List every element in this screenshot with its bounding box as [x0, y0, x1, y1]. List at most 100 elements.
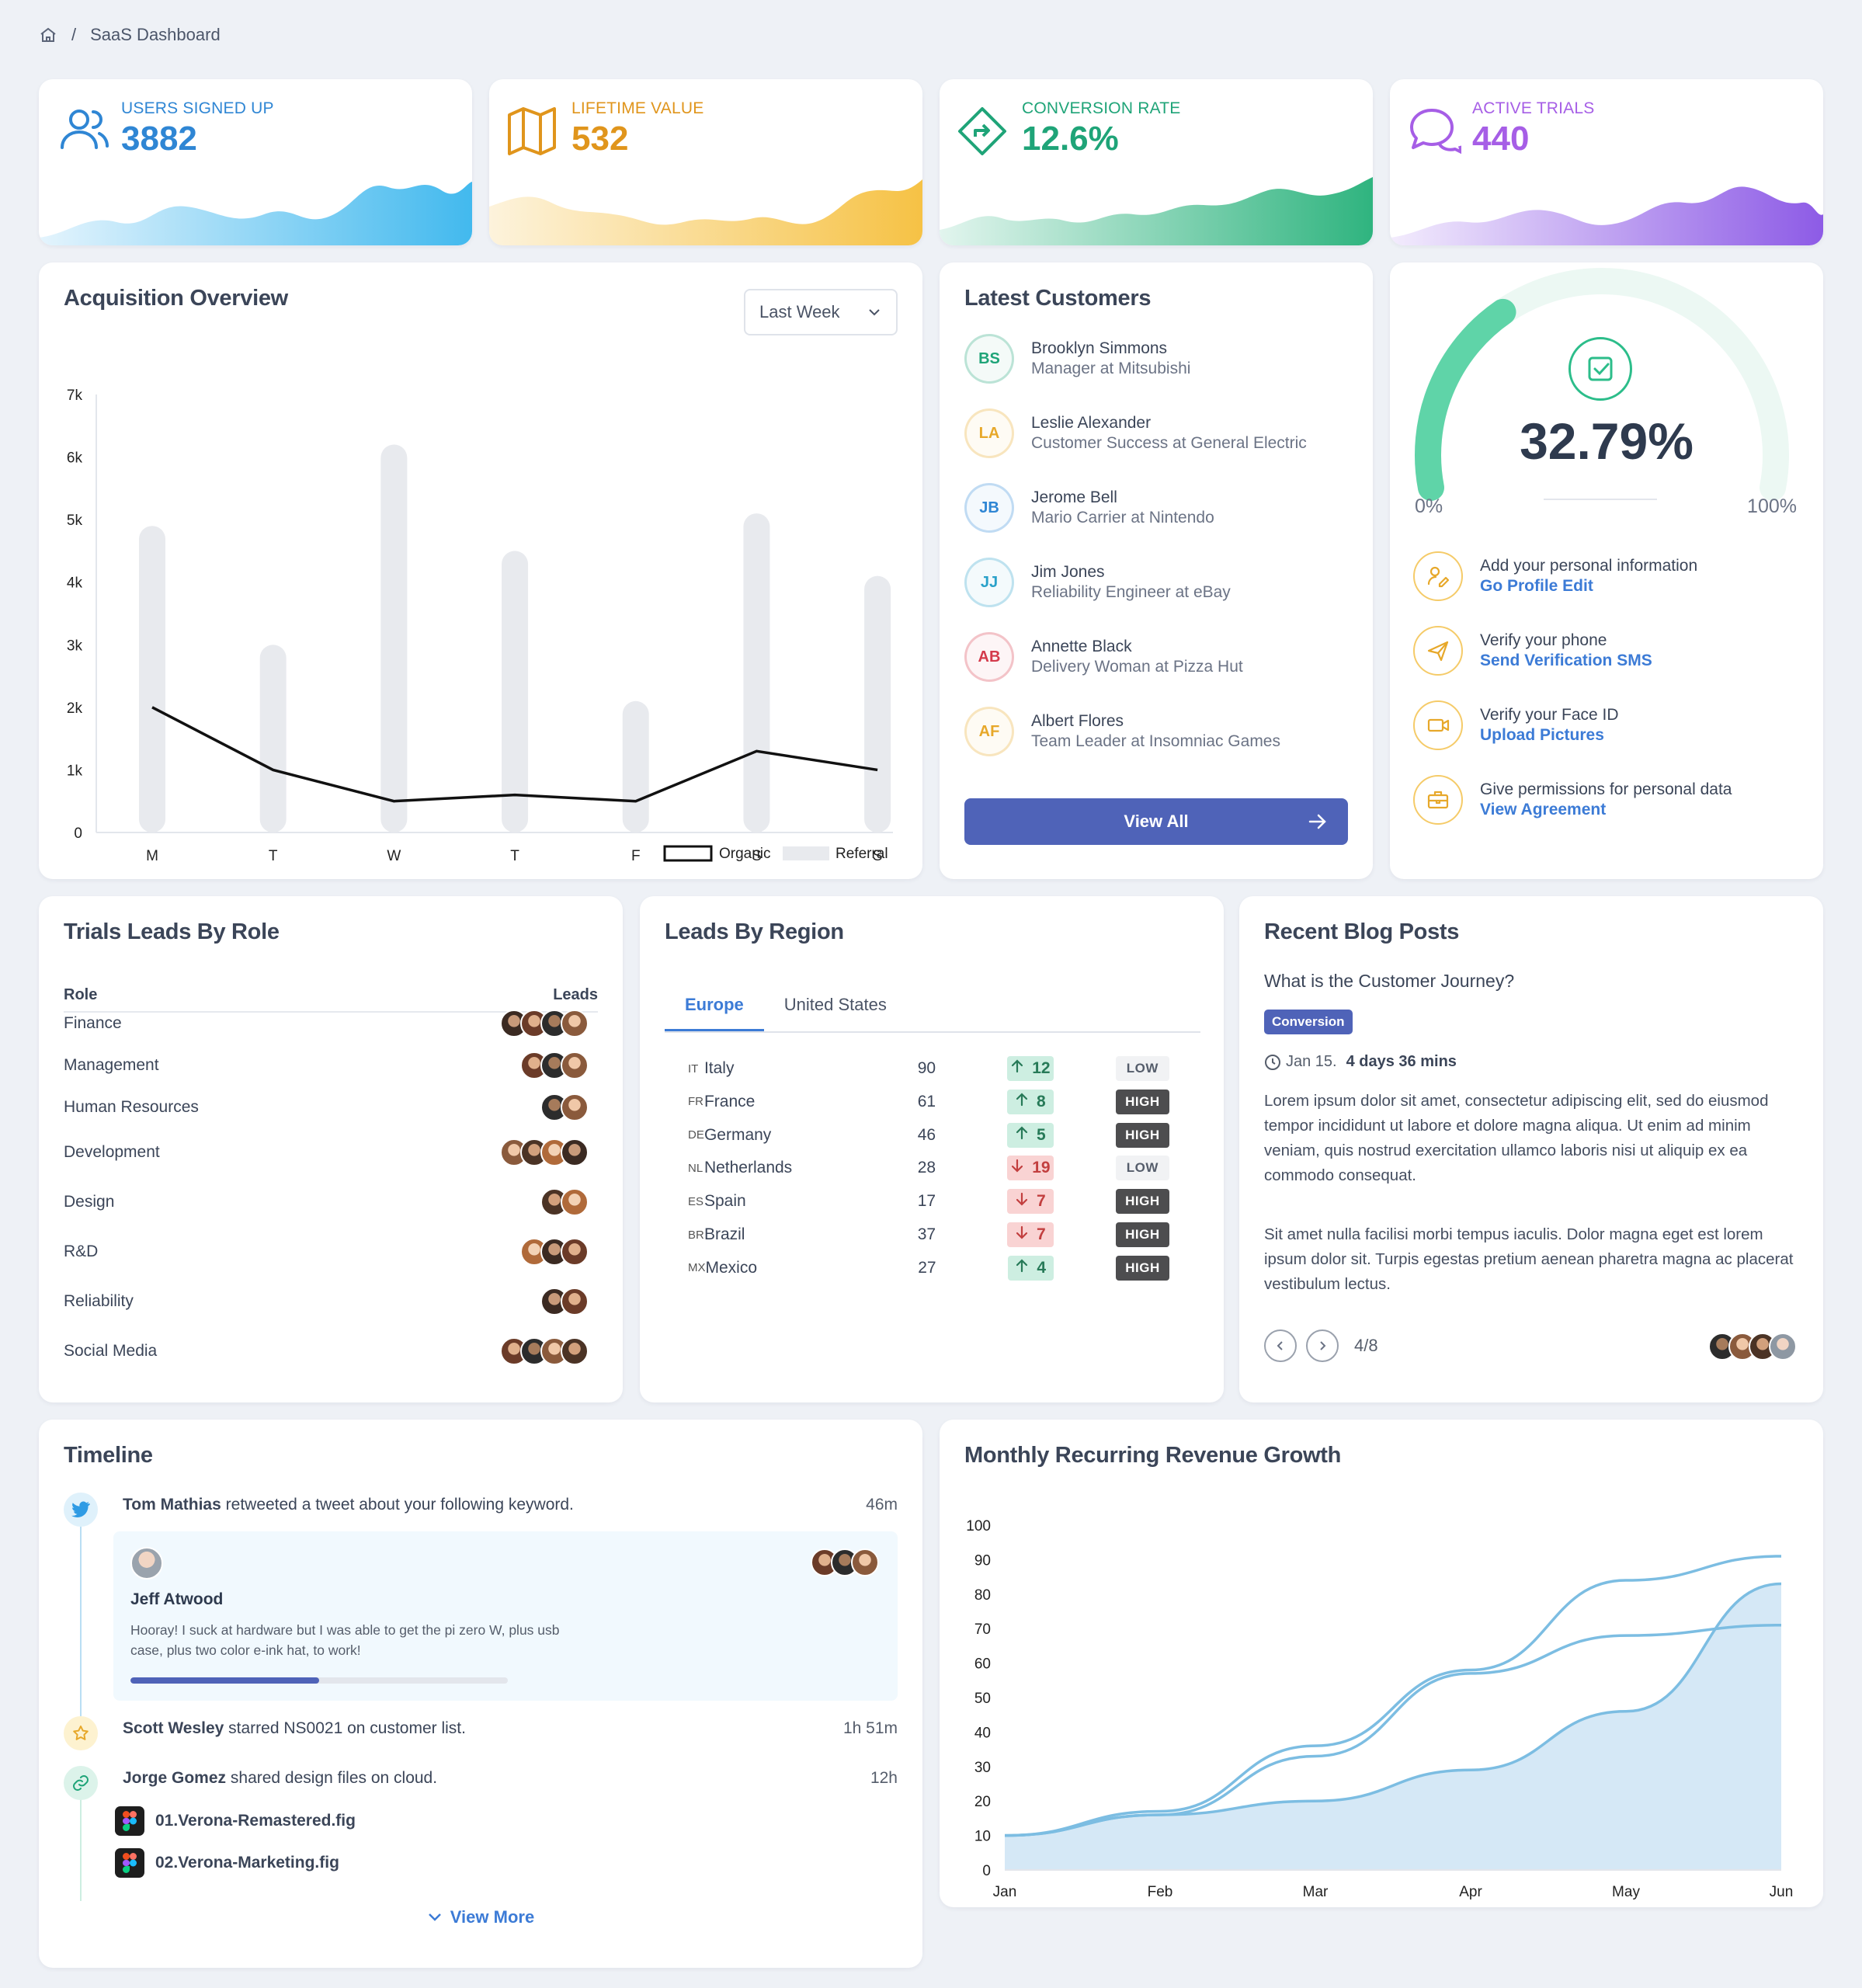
- table-row[interactable]: Social Media: [64, 1334, 589, 1368]
- role-name: Reliability: [64, 1292, 134, 1310]
- tab-united-states[interactable]: United States: [783, 995, 887, 1014]
- table-row[interactable]: Management: [64, 1048, 589, 1083]
- customer-row[interactable]: LA Leslie Alexander Customer Success at Ge…: [964, 408, 1307, 458]
- tweet-author[interactable]: Jeff Atwood: [130, 1590, 224, 1608]
- home-icon[interactable]: [39, 26, 57, 44]
- lead-avatars: [540, 1093, 589, 1121]
- table-row[interactable]: Design: [64, 1185, 589, 1219]
- customer-row[interactable]: AF Albert Flores Team Leader at Insomniac …: [964, 707, 1280, 756]
- y-tick-label: 2k: [67, 700, 83, 717]
- face-avatar[interactable]: [561, 1010, 589, 1037]
- y-tick-label: 0: [982, 1863, 991, 1879]
- figma-icon: [115, 1848, 144, 1878]
- legend-swatch-referral: [783, 846, 829, 860]
- table-row[interactable]: Development: [64, 1135, 589, 1170]
- face-avatar[interactable]: [561, 1051, 589, 1079]
- task-item: Verify your phone Send Verification SMS: [1413, 626, 1652, 676]
- lead-avatars: [520, 1051, 589, 1079]
- series-line: [1004, 1555, 1782, 1837]
- period-dropdown[interactable]: Last Week: [744, 289, 898, 335]
- y-tick-label: 90: [974, 1552, 991, 1569]
- status-badge: LOW: [1115, 1156, 1169, 1181]
- file-item[interactable]: 01.Verona-Remastered.fig: [115, 1806, 356, 1836]
- face-avatar[interactable]: [561, 1093, 589, 1121]
- table-row[interactable]: Human Resources: [64, 1090, 589, 1124]
- country-code: FR: [688, 1095, 703, 1109]
- table-row[interactable]: BR Brazil 37 7 HIGH: [688, 1219, 1169, 1250]
- table-row[interactable]: MX Mexico 27 4 HIGH: [688, 1253, 1169, 1284]
- arrow-down-icon: [1015, 1192, 1029, 1211]
- y-tick-label: 20: [974, 1794, 991, 1810]
- customer-row[interactable]: JB Jerome Bell Mario Carrier at Nintendo: [964, 483, 1214, 533]
- chevron-down-icon: [869, 309, 880, 316]
- table-row[interactable]: NL Netherlands 28 19 LOW: [688, 1152, 1169, 1183]
- customer-row[interactable]: JJ Jim Jones Reliability Engineer at eBay: [964, 558, 1231, 607]
- avatar: AF: [964, 707, 1014, 756]
- stat-card-ltv: LIFETIME VALUE 532: [489, 79, 922, 245]
- stat-sparkline: [940, 177, 1373, 245]
- blog-pager: 4/8: [1264, 1329, 1378, 1362]
- view-more-link[interactable]: View More: [39, 1907, 922, 1927]
- tweet-text: Hooray! I suck at hardware but I was abl…: [130, 1622, 560, 1658]
- post-paragraph: Sit amet nulla facilisi morbi tempus iac…: [1264, 1225, 1794, 1293]
- role-name: Design: [64, 1193, 115, 1211]
- bar-referral: [743, 513, 770, 832]
- actor[interactable]: Scott Wesley: [123, 1719, 224, 1737]
- face-avatar[interactable]: [561, 1138, 589, 1166]
- task-link[interactable]: Go Profile Edit: [1480, 577, 1593, 595]
- bar-referral: [622, 700, 649, 832]
- table-row[interactable]: FR France 61 8 HIGH: [688, 1086, 1169, 1117]
- post-title[interactable]: What is the Customer Journey?: [1264, 971, 1515, 991]
- chevron-down-icon: [428, 1913, 441, 1921]
- stat-value: 3882: [121, 120, 197, 158]
- gauge-min-label: 0%: [1415, 495, 1443, 517]
- y-tick-label: 4k: [67, 575, 83, 592]
- face-avatar[interactable]: [561, 1238, 589, 1266]
- breadcrumb-current[interactable]: SaaS Dashboard: [90, 25, 221, 44]
- arrow-up-icon: [1015, 1093, 1029, 1111]
- y-tick-label: 1k: [67, 763, 83, 779]
- post-tag[interactable]: Conversion: [1264, 1010, 1353, 1034]
- country-name: France: [703, 1092, 756, 1110]
- stat-card-trials: ACTIVE TRIALS 440: [1390, 79, 1823, 245]
- task-link[interactable]: Send Verification SMS: [1480, 652, 1652, 669]
- face-avatar[interactable]: [561, 1337, 589, 1365]
- tweet-card[interactable]: Jeff Atwood Hooray! I suck at hardware b…: [113, 1531, 898, 1701]
- table-row[interactable]: DE Germany 46 5 HIGH: [688, 1120, 1169, 1151]
- y-tick-label: 6k: [67, 450, 83, 467]
- file-item[interactable]: 02.Verona-Marketing.fig: [115, 1848, 339, 1878]
- pager-count: 4/8: [1354, 1336, 1378, 1355]
- table-row[interactable]: Finance: [64, 1006, 589, 1041]
- customer-row[interactable]: AB Annette Black Delivery Woman at Pizza H…: [964, 632, 1243, 682]
- table-row[interactable]: R&D: [64, 1235, 589, 1269]
- bar-referral: [864, 575, 891, 832]
- task-link[interactable]: Upload Pictures: [1480, 726, 1604, 744]
- face-avatar[interactable]: [561, 1288, 589, 1315]
- y-tick-label: 40: [974, 1725, 991, 1741]
- table-row[interactable]: ES Spain 17 7 HIGH: [688, 1186, 1169, 1217]
- stat-sparkline: [489, 179, 922, 245]
- tweet-progress: [130, 1677, 508, 1684]
- file-name: 02.Verona-Marketing.fig: [155, 1854, 339, 1872]
- tab-europe[interactable]: Europe: [665, 982, 764, 1031]
- x-tick-label: May: [1612, 1884, 1640, 1900]
- lead-count: 37: [917, 1225, 936, 1243]
- actor[interactable]: Jorge Gomez: [123, 1769, 227, 1787]
- arrow-up-icon: [1015, 1126, 1029, 1145]
- prev-button[interactable]: [1264, 1329, 1297, 1362]
- view-all-button[interactable]: View All: [964, 798, 1348, 845]
- lead-avatars: [540, 1288, 589, 1315]
- face-avatar[interactable]: [1769, 1333, 1797, 1361]
- mrr-card: Monthly Recurring Revenue Growth 0 10 20 30…: [940, 1420, 1823, 1907]
- table-row[interactable]: IT Italy 90 12 LOW: [688, 1053, 1169, 1084]
- actor[interactable]: Tom Mathias: [123, 1496, 221, 1514]
- face-avatar[interactable]: [561, 1188, 589, 1216]
- arrow-down-icon: [1010, 1159, 1024, 1177]
- next-button[interactable]: [1306, 1329, 1339, 1362]
- face-avatar[interactable]: [851, 1548, 879, 1576]
- task-link[interactable]: View Agreement: [1480, 801, 1607, 818]
- customer-row[interactable]: BS Brooklyn Simmons Manager at Mitsubishi: [964, 334, 1190, 384]
- status-badge: HIGH: [1115, 1122, 1169, 1148]
- role-name: R&D: [64, 1242, 99, 1260]
- table-row[interactable]: Reliability: [64, 1284, 589, 1319]
